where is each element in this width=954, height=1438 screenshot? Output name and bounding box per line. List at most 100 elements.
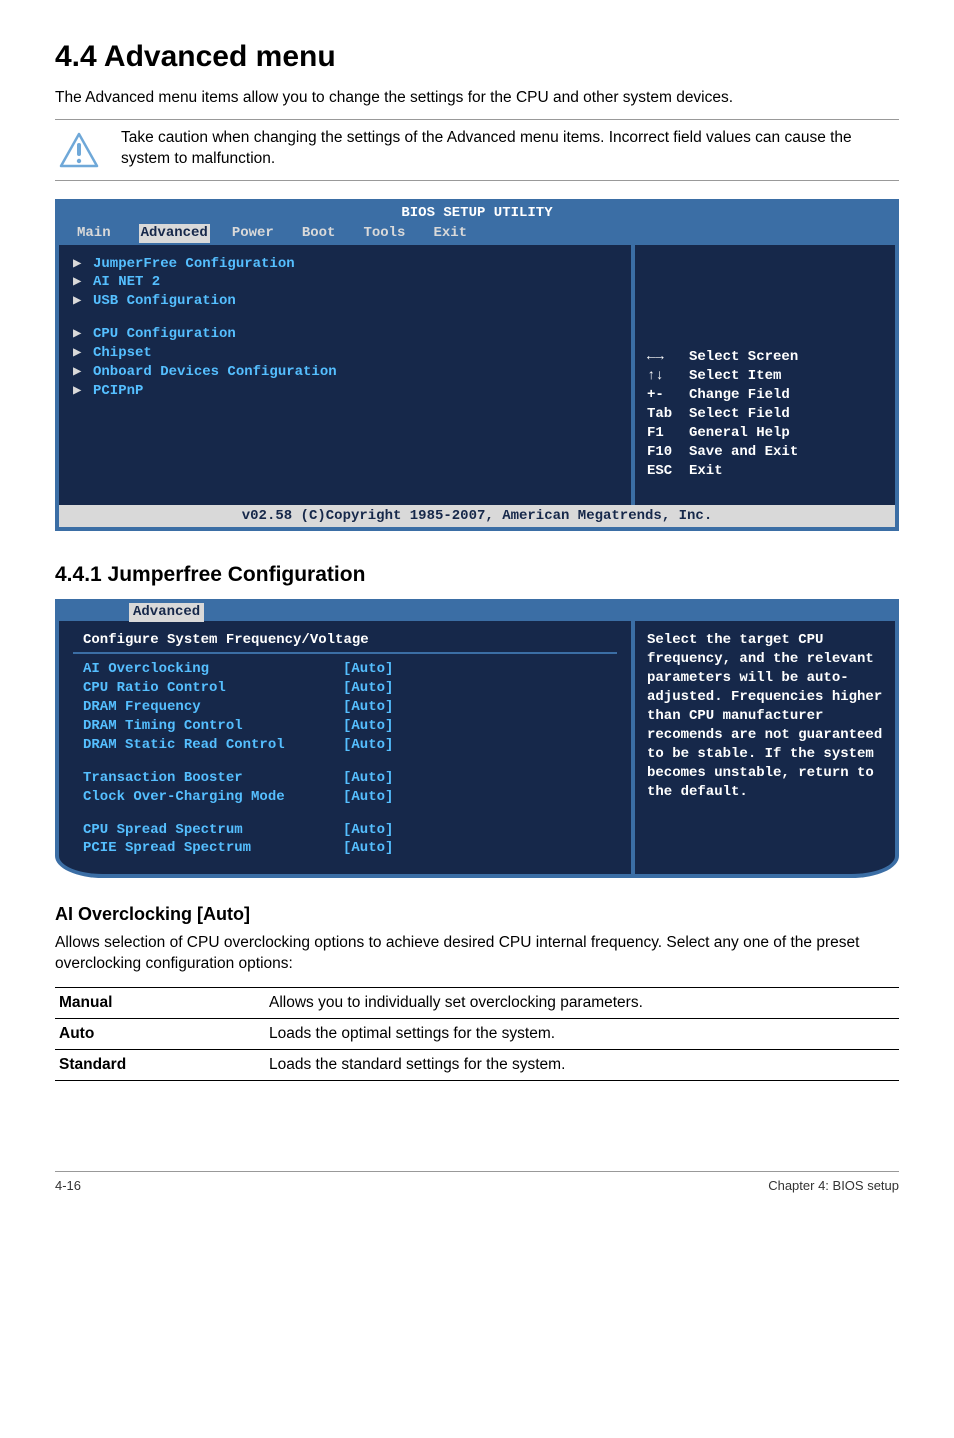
chevron-right-icon: ▶ [73,273,83,292]
menu-label: CPU Configuration [93,325,236,344]
help-line: ESCExit [647,462,883,481]
setting-ai-overclocking[interactable]: AI Overclocking[Auto] [83,660,617,679]
setting-dram-static[interactable]: DRAM Static Read Control[Auto] [83,736,617,755]
bios2-body: Configure System Frequency/Voltage AI Ov… [55,621,899,878]
chevron-right-icon: ▶ [73,344,83,363]
bios-left-panel: ▶JumperFree Configuration ▶AI NET 2 ▶USB… [59,245,635,505]
bios-tab-main[interactable]: Main [77,224,131,243]
table-row: Auto Loads the optimal settings for the … [55,1019,899,1050]
setting-value: [Auto] [343,788,393,807]
setting-pcie-spread[interactable]: PCIE Spread Spectrum[Auto] [83,839,617,858]
help-label: Select Screen [689,348,798,367]
setting-label: DRAM Frequency [83,698,343,717]
chevron-right-icon: ▶ [73,292,83,311]
page-footer: 4-16 Chapter 4: BIOS setup [55,1171,899,1193]
help-label: General Help [689,424,790,443]
param-name: Auto [55,1019,265,1050]
bios-tab-exit[interactable]: Exit [433,224,487,243]
bios2-right-panel: Select the target CPU frequency, and the… [635,621,895,874]
menu-label: Onboard Devices Configuration [93,363,337,382]
help-label: Select Item [689,367,781,386]
param-desc: Loads the standard settings for the syst… [265,1050,899,1081]
caution-text: Take caution when changing the settings … [121,128,895,170]
bios-footer: v02.58 (C)Copyright 1985-2007, American … [59,505,895,528]
help-key: ESC [647,462,681,481]
bios2-tab-advanced[interactable]: Advanced [129,603,204,622]
setting-cpu-spread[interactable]: CPU Spread Spectrum[Auto] [83,821,617,840]
menu-cpu-config[interactable]: ▶ CPU Configuration [73,325,617,344]
intro-text: The Advanced menu items allow you to cha… [55,88,899,109]
spacer [83,807,617,821]
setting-dram-freq[interactable]: DRAM Frequency[Auto] [83,698,617,717]
menu-jumperfree[interactable]: ▶JumperFree Configuration [73,255,617,274]
menu-pcipnp[interactable]: ▶PCIPnP [73,382,617,401]
spacer [83,755,617,769]
setting-value: [Auto] [343,660,393,679]
setting-value: [Auto] [343,679,393,698]
setting-transaction-booster[interactable]: Transaction Booster[Auto] [83,769,617,788]
bios2-tabrow: Advanced [55,599,899,621]
bios-right-panel: ←→ Select Screen ↑↓Select Item +- Change F… [635,245,895,505]
help-key: +- [647,386,681,405]
caution-icon [59,132,99,168]
setting-clock-overcharging[interactable]: Clock Over-Charging Mode[Auto] [83,788,617,807]
setting-value: [Auto] [343,839,393,858]
ai-overclocking-desc: Allows selection of CPU overclocking opt… [55,933,899,975]
spacer [73,311,617,325]
setting-dram-timing[interactable]: DRAM Timing Control[Auto] [83,717,617,736]
menu-label: JumperFree Configuration [93,255,295,274]
setting-label: DRAM Timing Control [83,717,343,736]
help-key: ←→ [647,348,681,367]
help-line: ←→ Select Screen [647,348,883,367]
bios-tab-boot[interactable]: Boot [302,224,356,243]
help-line: ↑↓Select Item [647,367,883,386]
caution-box: Take caution when changing the settings … [55,119,899,181]
bios-main-window: BIOS SETUP UTILITY Main Advanced Power B… [55,199,899,532]
setting-cpu-ratio[interactable]: CPU Ratio Control[Auto] [83,679,617,698]
help-key: F1 [647,424,681,443]
help-description: Select the target CPU frequency, and the… [647,631,883,801]
ai-overclocking-heading: AI Overclocking [Auto] [55,904,899,925]
setting-value: [Auto] [343,736,393,755]
setting-value: [Auto] [343,717,393,736]
chapter-label: Chapter 4: BIOS setup [768,1178,899,1193]
chevron-right-icon: ▶ [73,325,83,344]
setting-value: [Auto] [343,821,393,840]
bios-tab-power[interactable]: Power [232,224,294,243]
menu-usb-config[interactable]: ▶ USB Configuration [73,292,617,311]
help-key: F10 [647,443,681,462]
setting-value: [Auto] [343,769,393,788]
spacer [647,481,883,491]
menu-chipset[interactable]: ▶ Chipset [73,344,617,363]
menu-label: Chipset [93,344,152,363]
menu-label: PCIPnP [93,382,143,401]
setting-label: DRAM Static Read Control [83,736,343,755]
help-label: Change Field [689,386,790,405]
bios-tab-bar: Main Advanced Power Boot Tools Exit [59,224,895,245]
table-row: Standard Loads the standard settings for… [55,1050,899,1081]
menu-ainet2[interactable]: ▶ AI NET 2 [73,273,617,292]
menu-onboard-devices[interactable]: ▶ Onboard Devices Configuration [73,363,617,382]
bios-tab-advanced[interactable]: Advanced [139,224,210,243]
menu-label: USB Configuration [93,292,236,311]
help-line: Tab Select Field [647,405,883,424]
section-title: 4.4 Advanced menu [55,40,899,74]
help-label: Select Field [689,405,790,424]
overclocking-options-table: Manual Allows you to individually set ov… [55,987,899,1081]
setting-label: CPU Spread Spectrum [83,821,343,840]
help-label: Save and Exit [689,443,798,462]
help-line: F1 General Help [647,424,883,443]
page-number: 4-16 [55,1178,81,1193]
setting-value: [Auto] [343,698,393,717]
bios2-left-panel: Configure System Frequency/Voltage AI Ov… [59,621,635,874]
bios-jumperfree-window: Advanced Configure System Frequency/Volt… [55,599,899,878]
param-desc: Allows you to individually set overclock… [265,988,899,1019]
chevron-right-icon: ▶ [73,363,83,382]
help-line: F10 Save and Exit [647,443,883,462]
param-name: Manual [55,988,265,1019]
menu-label: AI NET 2 [93,273,160,292]
bios-tab-tools[interactable]: Tools [363,224,425,243]
setting-label: CPU Ratio Control [83,679,343,698]
help-key-block: ←→ Select Screen ↑↓Select Item +- Change F… [647,348,883,490]
help-key: Tab [647,405,681,424]
